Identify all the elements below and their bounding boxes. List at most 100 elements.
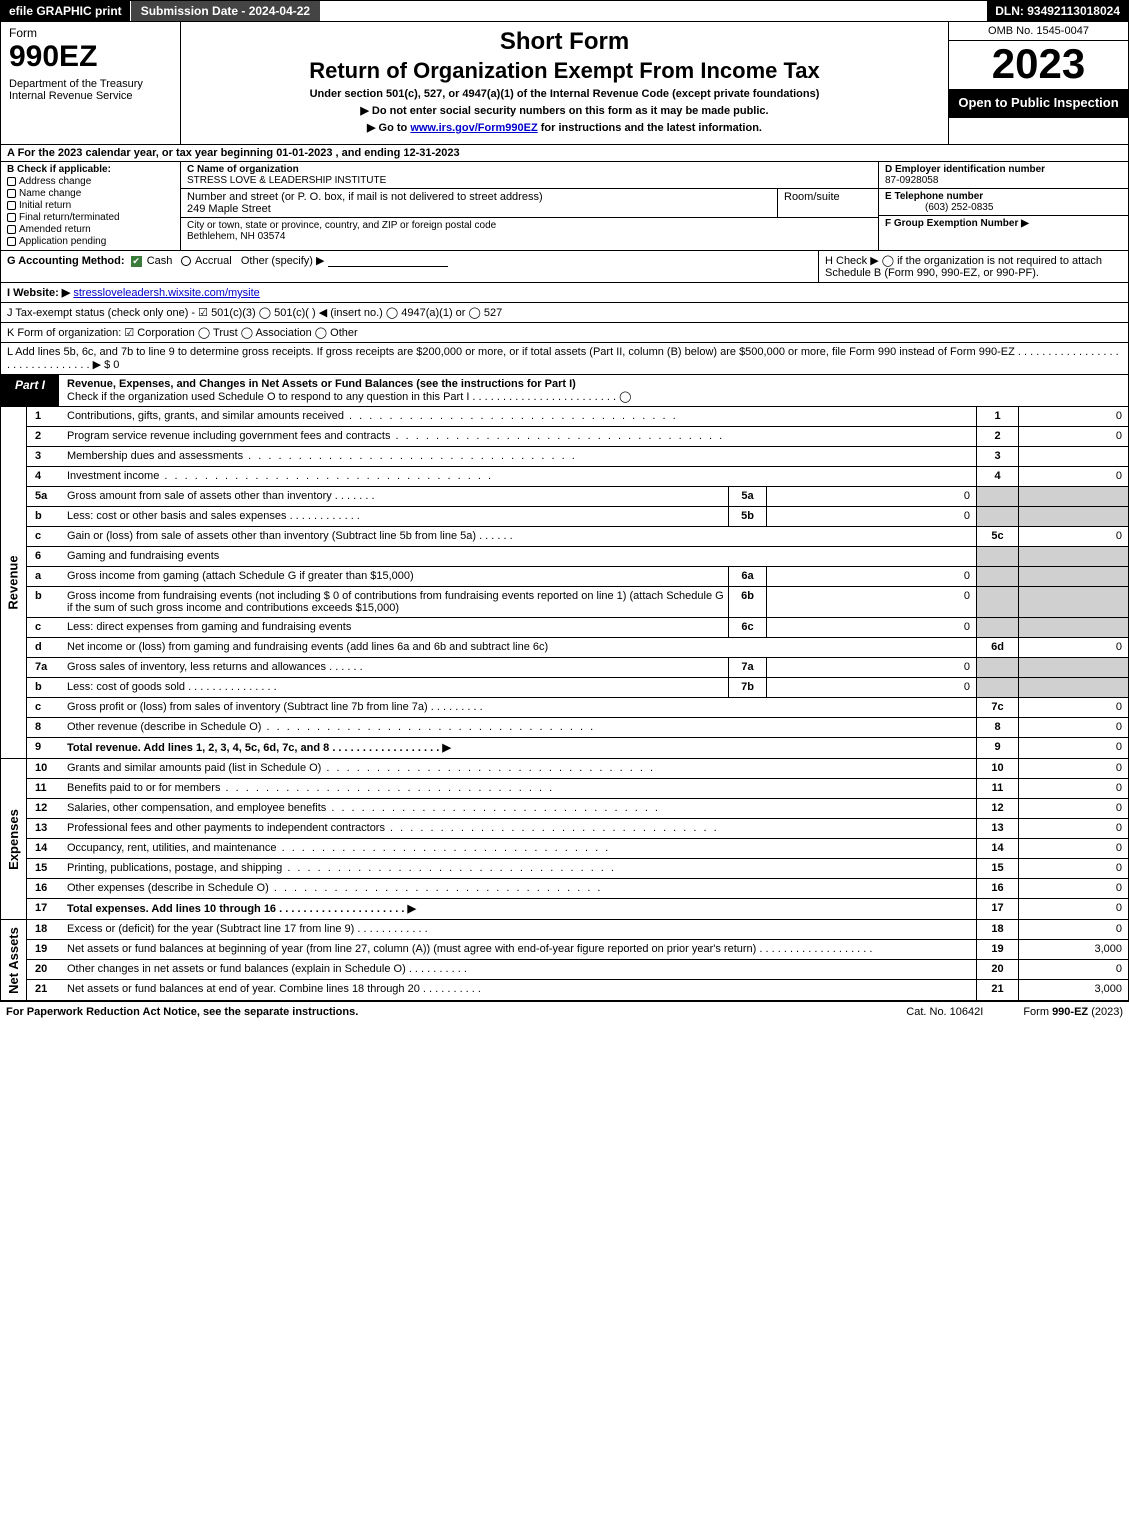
phone-label: E Telephone number <box>885 191 983 202</box>
row-l-gross-receipts: L Add lines 5b, 6c, and 7b to line 9 to … <box>0 343 1129 375</box>
part-1-tab: Part I <box>1 375 59 406</box>
checkbox-address-change[interactable]: Address change <box>7 176 174 187</box>
paperwork-notice: For Paperwork Reduction Act Notice, see … <box>6 1006 866 1018</box>
line-7b: b Less: cost of goods sold . . . . . . .… <box>27 678 1128 698</box>
line-4: 4 Investment income 4 0 <box>27 467 1128 487</box>
ein-label: D Employer identification number <box>885 164 1045 175</box>
row-k-form-org: K Form of organization: ☑ Corporation ◯ … <box>0 323 1129 343</box>
phone-row: E Telephone number (603) 252-0835 <box>879 189 1128 216</box>
row-i-website: I Website: ▶ stressloveleadersh.wixsite.… <box>0 283 1129 303</box>
dln: DLN: 93492113018024 <box>987 1 1128 21</box>
net-assets-side-label: Net Assets <box>1 920 27 1000</box>
checkbox-amended-return[interactable]: Amended return <box>7 224 174 235</box>
subtitle-3-post: for instructions and the latest informat… <box>538 122 762 134</box>
revenue-section: Revenue 1 Contributions, gifts, grants, … <box>0 407 1129 759</box>
checkbox-icon <box>7 213 16 222</box>
part-1-title: Revenue, Expenses, and Changes in Net As… <box>59 375 1128 406</box>
check-icon: ✔ <box>131 256 142 267</box>
line-12: 12 Salaries, other compensation, and emp… <box>27 799 1128 819</box>
checkbox-application-pending[interactable]: Application pending <box>7 236 174 247</box>
line-21: 21 Net assets or fund balances at end of… <box>27 980 1128 1000</box>
website-label: I Website: ▶ <box>7 287 70 299</box>
catalog-number: Cat. No. 10642I <box>866 1006 1023 1018</box>
line-11: 11 Benefits paid to or for members 11 0 <box>27 779 1128 799</box>
line-3: 3 Membership dues and assessments 3 <box>27 447 1128 467</box>
column-def: D Employer identification number 87-0928… <box>878 162 1128 250</box>
open-to-public: Open to Public Inspection <box>949 89 1128 118</box>
subtitle-3-pre: ▶ Go to <box>367 122 410 134</box>
net-assets-section: Net Assets 18 Excess or (deficit) for th… <box>0 920 1129 1001</box>
irs-link[interactable]: www.irs.gov/Form990EZ <box>410 122 537 134</box>
checkbox-icon <box>7 201 16 210</box>
line-19: 19 Net assets or fund balances at beginn… <box>27 940 1128 960</box>
checkbox-name-change[interactable]: Name change <box>7 188 174 199</box>
checkbox-final-return[interactable]: Final return/terminated <box>7 212 174 223</box>
line-16: 16 Other expenses (describe in Schedule … <box>27 879 1128 899</box>
line-5c: c Gain or (loss) from sale of assets oth… <box>27 527 1128 547</box>
header-right: OMB No. 1545-0047 2023 Open to Public In… <box>948 22 1128 144</box>
line-5b: b Less: cost or other basis and sales ex… <box>27 507 1128 527</box>
row-h: H Check ▶ ◯ if the organization is not r… <box>818 251 1128 282</box>
line-6c: c Less: direct expenses from gaming and … <box>27 618 1128 638</box>
line-6: 6 Gaming and fundraising events <box>27 547 1128 567</box>
phone-value: (603) 252-0835 <box>885 202 993 213</box>
form-header: Form 990EZ Department of the Treasury In… <box>0 22 1129 145</box>
street-value: 249 Maple Street <box>187 203 271 215</box>
subtitle-1: Under section 501(c), 527, or 4947(a)(1)… <box>191 88 938 100</box>
main-title: Return of Organization Exempt From Incom… <box>191 58 938 84</box>
radio-icon[interactable] <box>181 256 191 266</box>
ein-value: 87-0928058 <box>885 175 938 186</box>
row-j-tax-exempt: J Tax-exempt status (check only one) - ☑… <box>0 303 1129 323</box>
expenses-table: 10 Grants and similar amounts paid (list… <box>27 759 1128 919</box>
org-name-value: STRESS LOVE & LEADERSHIP INSTITUTE <box>187 175 386 186</box>
room-label: Room/suite <box>784 191 840 203</box>
part-1-subtitle: Check if the organization used Schedule … <box>67 391 631 403</box>
header-left: Form 990EZ Department of the Treasury In… <box>1 22 181 144</box>
department: Department of the Treasury Internal Reve… <box>9 78 172 102</box>
line-17: 17 Total expenses. Add lines 10 through … <box>27 899 1128 919</box>
other-label: Other (specify) ▶ <box>241 255 325 267</box>
line-8: 8 Other revenue (describe in Schedule O)… <box>27 718 1128 738</box>
column-b-checkboxes: B Check if applicable: Address change Na… <box>1 162 181 250</box>
other-field[interactable] <box>328 255 448 267</box>
row-g-label: G Accounting Method: <box>7 255 125 267</box>
line-2: 2 Program service revenue including gove… <box>27 427 1128 447</box>
checkbox-initial-return[interactable]: Initial return <box>7 200 174 211</box>
expenses-section: Expenses 10 Grants and similar amounts p… <box>0 759 1129 920</box>
street-label: Number and street (or P. O. box, if mail… <box>187 191 543 203</box>
row-g-accounting: G Accounting Method: ✔ Cash Accrual Othe… <box>1 251 818 282</box>
row-a-tax-year: A For the 2023 calendar year, or tax yea… <box>0 145 1129 162</box>
line-1: 1 Contributions, gifts, grants, and simi… <box>27 407 1128 427</box>
checkbox-icon <box>7 189 16 198</box>
line-20: 20 Other changes in net assets or fund b… <box>27 960 1128 980</box>
short-form-title: Short Form <box>191 28 938 56</box>
line-13: 13 Professional fees and other payments … <box>27 819 1128 839</box>
line-6b: b Gross income from fundraising events (… <box>27 587 1128 618</box>
city-cell: City or town, state or province, country… <box>181 218 878 244</box>
line-5a: 5a Gross amount from sale of assets othe… <box>27 487 1128 507</box>
line-10: 10 Grants and similar amounts paid (list… <box>27 759 1128 779</box>
subtitle-3: ▶ Go to www.irs.gov/Form990EZ for instru… <box>191 121 938 134</box>
org-name-label: C Name of organization <box>187 164 299 175</box>
tax-year: 2023 <box>949 41 1128 89</box>
form-number: 990EZ <box>9 40 172 74</box>
section-bcdef: B Check if applicable: Address change Na… <box>0 162 1129 251</box>
omb-number: OMB No. 1545-0047 <box>949 22 1128 41</box>
checkbox-icon <box>7 177 16 186</box>
col-b-header: B Check if applicable: <box>7 164 174 175</box>
submission-date: Submission Date - 2024-04-22 <box>130 1 320 21</box>
org-name-cell: C Name of organization STRESS LOVE & LEA… <box>181 162 878 189</box>
row-gh: G Accounting Method: ✔ Cash Accrual Othe… <box>0 251 1129 283</box>
line-7c: c Gross profit or (loss) from sales of i… <box>27 698 1128 718</box>
line-6d: d Net income or (loss) from gaming and f… <box>27 638 1128 658</box>
website-link[interactable]: stressloveleadersh.wixsite.com/mysite <box>73 287 259 299</box>
net-assets-table: 18 Excess or (deficit) for the year (Sub… <box>27 920 1128 1000</box>
accrual-label: Accrual <box>195 255 232 267</box>
street-row: Number and street (or P. O. box, if mail… <box>181 189 878 218</box>
group-exemption-label: F Group Exemption Number ▶ <box>885 218 1029 229</box>
checkbox-icon <box>7 225 16 234</box>
ein-row: D Employer identification number 87-0928… <box>879 162 1128 189</box>
group-exemption-row: F Group Exemption Number ▶ <box>879 216 1128 231</box>
topbar: efile GRAPHIC print Submission Date - 20… <box>0 0 1129 22</box>
revenue-table: 1 Contributions, gifts, grants, and simi… <box>27 407 1128 758</box>
